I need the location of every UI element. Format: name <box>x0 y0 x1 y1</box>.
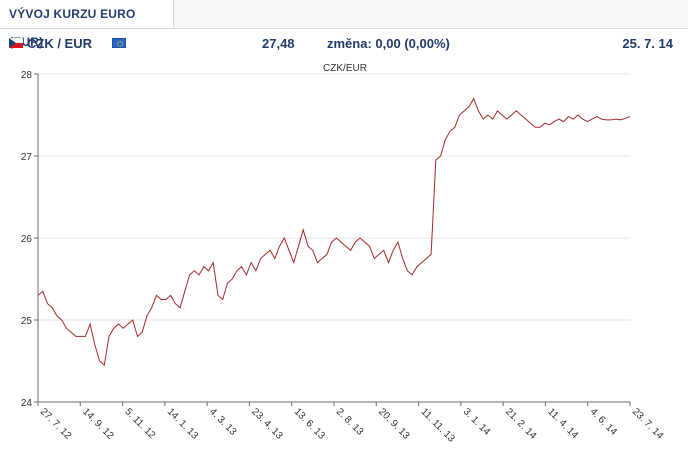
x-tick-label: 4. 3. 13 <box>207 406 239 438</box>
rate-info-bar: CZK / EUR 27,48 změna: 0,00 (0,00%) 25. … <box>0 29 688 59</box>
x-tick-label: 20. 9. 13 <box>376 406 412 442</box>
y-tick-label: 28 <box>21 70 33 81</box>
y-axis: 24 25 26 27 28 <box>21 70 39 409</box>
x-tick-label: 5. 11. 12 <box>122 406 157 441</box>
eu-flag-icon <box>112 38 126 48</box>
y-tick-label: 27 <box>21 152 33 163</box>
tab-euro-rate-history[interactable]: VÝVOJ KURZU EURO (EUR) <box>0 0 174 49</box>
x-tick-label: 23. 7. 14 <box>630 406 666 442</box>
x-tick-label: 3. 1. 14 <box>461 406 493 438</box>
y-tick-label: 26 <box>21 234 33 245</box>
x-tick-label: 23. 4. 13 <box>249 406 285 442</box>
tab-strip: VÝVOJ KURZU EURO (EUR) <box>0 0 688 49</box>
current-rate: 27,48 <box>262 36 295 51</box>
x-tick-label: 4. 6. 14 <box>588 406 620 438</box>
series-line-czk-eur <box>37 97 631 367</box>
rate-change: změna: 0,00 (0,00%) <box>327 36 450 51</box>
x-tick-label: 27. 7. 12 <box>38 406 74 442</box>
x-tick-label: 13. 6. 13 <box>292 406 328 442</box>
currency-pair: CZK / EUR <box>27 36 92 51</box>
x-tick-label: 14. 1. 13 <box>165 406 201 442</box>
y-tick-label: 24 <box>21 398 33 409</box>
y-tick-label: 25 <box>21 316 33 327</box>
x-tick-label: 11. 4. 14 <box>545 406 580 441</box>
chart-grid <box>38 73 630 321</box>
x-tick-label: 2. 8. 13 <box>334 406 366 438</box>
series-label: CZK/EUR <box>323 63 367 74</box>
rate-date: 25. 7. 14 <box>622 36 673 51</box>
x-tick-label: 11. 11. 13 <box>418 406 456 444</box>
czech-flag-icon <box>9 38 23 48</box>
x-tick-label: 14. 9. 12 <box>80 406 116 442</box>
x-tick-label: 21. 2. 14 <box>503 406 539 442</box>
x-axis: 27. 7. 12 14. 9. 12 5. 11. 12 14. 1. 13 4. 3… <box>37 401 666 445</box>
